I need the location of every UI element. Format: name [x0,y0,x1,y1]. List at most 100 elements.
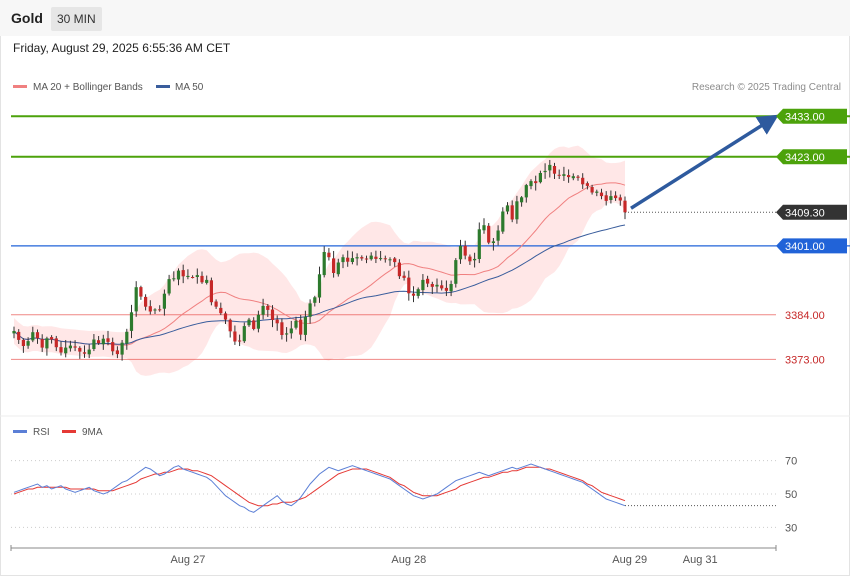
bollinger-bands [14,145,625,376]
candle-body [17,331,21,340]
level-tag-label: 3433.00 [785,111,825,123]
candle-body [101,338,105,345]
candle-body [571,176,575,179]
candle-body [176,270,181,280]
candle-body [487,225,491,243]
candle-body [205,279,209,283]
candle-body [510,205,514,220]
candle-body [125,331,129,344]
rsi-ma-legend-swatch [62,430,76,433]
level-tag-label: 3409.30 [785,207,825,219]
candle-body [562,174,566,176]
candle-body [12,331,16,334]
candlesticks [12,159,627,361]
x-axis: Aug 27 Aug 28 Aug 29 Aug 31 [10,545,777,566]
candle-body [68,345,72,349]
candle-body [590,187,594,193]
x-axis-label: Aug 29 [612,554,647,566]
candle-body [45,338,49,349]
candle-body [261,305,265,315]
candle-body [458,245,463,260]
candle-body [266,306,270,310]
main-legend: MA 20 + Bollinger Bands MA 50 Research ©… [13,82,841,93]
candle-body [111,342,115,352]
candle-body [129,312,134,331]
candle-body [238,340,242,342]
level-tag-background [776,149,847,165]
candle-body [576,176,580,178]
level-tag-background [776,108,847,124]
candle-body [134,287,138,312]
rsi-legend: RSI 9MA [13,427,103,438]
candle-body [505,205,510,212]
candle-body [64,347,68,354]
copyright-text: Research © 2025 Trading Central [692,82,841,93]
candle-body [219,307,223,314]
candle-body [421,279,425,291]
candle-body [538,173,542,183]
rsi-line [13,463,626,513]
candle-body [252,320,256,329]
target-arrow-line [630,114,779,210]
level-tag-background [776,238,847,254]
candle-body [158,309,162,311]
candle-body [31,332,35,341]
timeframe-badge[interactable]: 30 MIN [51,7,102,31]
level-tag-support: 3373.00 [785,354,825,366]
candle-body [364,258,369,260]
candle-body [609,196,613,200]
rsi-pane: 70 50 30 [11,456,797,534]
level-tag-label: 3384.00 [785,310,825,322]
ma50-line [13,224,626,345]
level-tag-target: 3433.00 [776,108,847,124]
candle-body [172,278,176,280]
candle-body [388,259,392,261]
candle-body [332,258,336,273]
candle-body [327,252,331,258]
candle-body [242,326,246,342]
candle-body [256,314,260,329]
rsi-tick-label: 30 [785,522,797,534]
candle-body [97,340,101,344]
candle-body [520,197,524,203]
candle-body [191,277,195,278]
candle-body [599,192,604,197]
candle-body [285,333,289,335]
candle-body [92,339,96,349]
candle-body [585,183,589,186]
ma20-line [13,182,626,346]
candle-body [280,322,284,335]
rsi-legend-swatch [13,430,27,433]
candle-body [468,256,472,262]
candle-body [501,211,505,232]
rsi-ma-line [13,466,626,507]
candle-body [59,347,63,353]
candle-body [247,319,251,326]
ma20-legend-swatch [13,85,27,88]
candle-body [223,313,228,320]
candle-body [440,285,444,289]
candle-body [515,201,519,220]
candle-body [54,338,58,348]
candle-body [552,166,557,174]
candle-body [317,274,322,298]
level-tag-current: 3409.30 [776,204,847,220]
candle-body [200,275,204,283]
candle-body [557,174,561,176]
candle-body [534,181,538,184]
timestamp: Friday, August 29, 2025 6:55:36 AM CET [13,41,231,55]
candle-body [379,258,383,260]
candle-body [303,316,307,335]
bollinger-band-area [14,145,625,376]
candle-body [374,256,378,259]
candle-body [228,319,232,332]
candle-body [454,260,458,284]
rsi-tick-label: 70 [785,456,797,468]
candle-body [402,275,406,278]
candle-body [397,262,401,277]
ma50-legend-swatch [156,85,170,88]
candle-body [308,303,312,317]
candle-body [426,278,430,284]
candle-body [623,200,627,213]
